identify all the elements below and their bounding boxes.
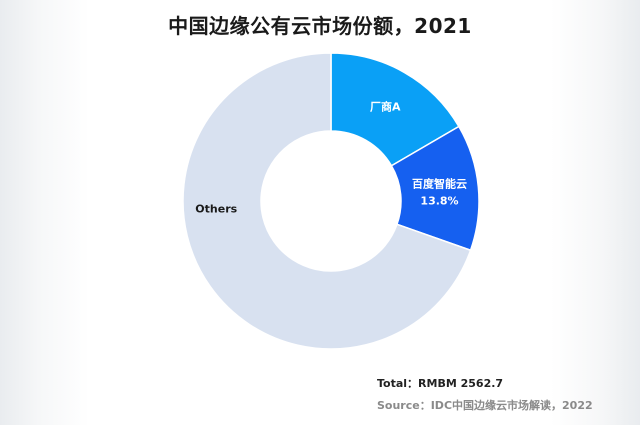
slice-value-label-1: 13.8% [420,195,458,208]
donut-slice-0 [330,52,460,167]
donut-slices [182,52,480,350]
donut-labels: 厂商A 百度智能云 13.8% Others [195,99,467,215]
donut-slice-2 [182,52,472,350]
source-note: Source：IDC中国边缘云市场解读，2022 [377,399,593,412]
total-note: Total：RMBM 2562.7 [377,377,504,390]
slice-label-2: Others [195,203,237,216]
chart-title: 中国边缘公有云市场份额，2021 [168,14,472,38]
slice-label-0: 厂商A [370,99,401,113]
slice-label-1: 百度智能云 [412,177,467,191]
